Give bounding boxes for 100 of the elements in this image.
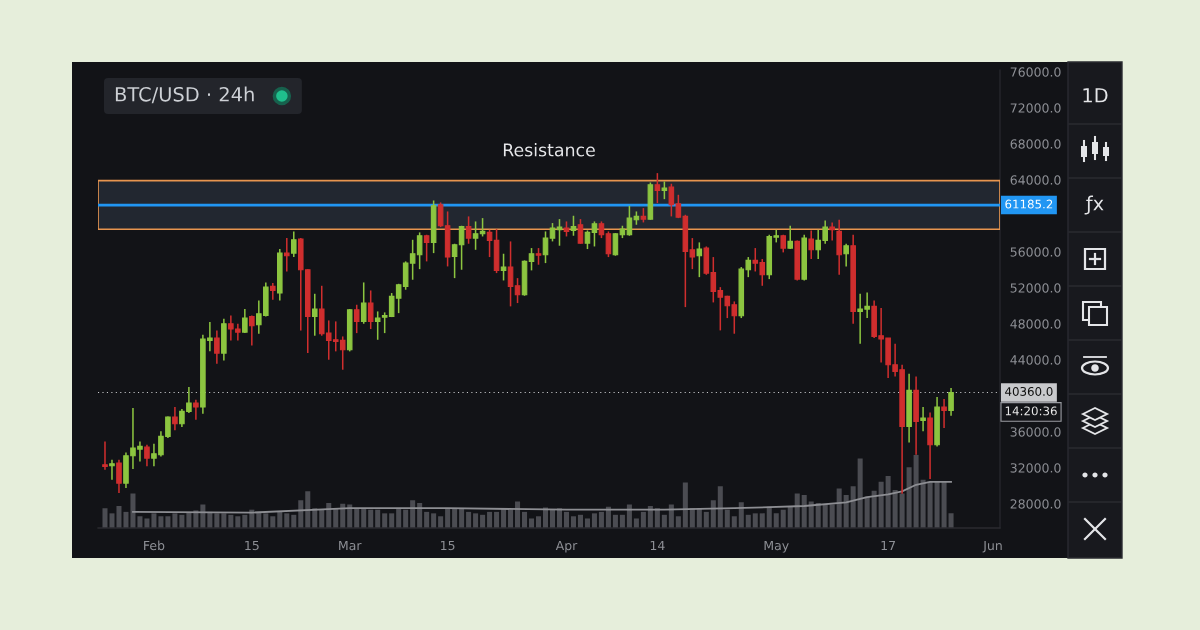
bar — [375, 509, 381, 528]
candlestick — [367, 289, 374, 330]
candlestick — [948, 387, 954, 417]
candlestick — [102, 440, 108, 471]
candlestick — [514, 277, 521, 304]
candlestick — [451, 242, 458, 279]
bar — [731, 516, 737, 528]
candlestick — [626, 205, 633, 237]
candlestick — [808, 229, 815, 260]
bar — [431, 513, 437, 528]
text: ƒx — [1084, 195, 1104, 215]
bar — [263, 513, 269, 528]
y-tick-label: 56000.0 — [1010, 247, 1061, 257]
candlestick — [941, 398, 947, 429]
candlestick — [612, 232, 619, 257]
bar — [822, 504, 828, 528]
bar — [682, 482, 688, 528]
bar — [857, 458, 863, 528]
bar — [438, 516, 444, 528]
y-tick-label: 44000.0 — [1010, 355, 1061, 365]
ref-line-label: 61185.2 — [1005, 199, 1053, 209]
candlestick — [556, 218, 563, 247]
text: 1D — [1083, 88, 1108, 103]
bar — [445, 508, 451, 528]
candlestick — [172, 406, 178, 432]
bar — [494, 511, 500, 528]
candlestick — [920, 406, 926, 433]
bar — [920, 479, 926, 528]
bar — [570, 516, 576, 528]
bar — [165, 516, 171, 528]
y-tick-label: 72000.0 — [1010, 103, 1061, 113]
text: BTC/USD · 24h — [115, 86, 254, 104]
candlestick — [214, 329, 220, 365]
bar — [270, 516, 276, 528]
candlestick — [584, 229, 591, 250]
bar — [480, 514, 486, 528]
bar — [871, 490, 877, 528]
y-tick-label: 28000.0 — [1010, 499, 1061, 509]
bar — [424, 511, 430, 528]
candlestick — [654, 172, 661, 204]
bar — [403, 509, 409, 528]
bar — [941, 481, 947, 528]
bar — [661, 514, 667, 528]
bar — [221, 513, 227, 528]
bar — [584, 518, 590, 528]
candlestick — [507, 240, 514, 308]
x-tick-label: 15 — [245, 540, 259, 551]
candlestick — [500, 252, 507, 282]
band-label: Resistance — [503, 143, 595, 157]
candlestick — [829, 221, 835, 242]
candlestick — [549, 222, 556, 243]
candlestick — [353, 303, 360, 334]
bar — [158, 516, 164, 528]
bar — [535, 516, 542, 528]
bar — [759, 513, 765, 528]
bar — [235, 516, 241, 528]
bar — [529, 518, 535, 528]
bar — [361, 508, 367, 528]
bar — [368, 509, 374, 528]
bar — [172, 513, 178, 528]
ref-line-label: 40360.0 — [1005, 386, 1053, 396]
y-tick-label: 36000.0 — [1010, 427, 1061, 437]
bar — [396, 508, 402, 528]
bar — [291, 514, 297, 528]
x-tick-label: May — [764, 540, 789, 553]
y-tick-label: 68000.0 — [1010, 139, 1061, 149]
candlestick — [472, 220, 479, 251]
candlestick — [116, 458, 122, 494]
bar — [829, 504, 835, 528]
candlestick — [542, 230, 549, 264]
bar — [487, 511, 493, 528]
bar — [382, 513, 388, 528]
candlestick — [283, 237, 290, 273]
candlestick — [696, 241, 703, 278]
x-tick-label: 15 — [441, 540, 455, 551]
bar — [549, 509, 556, 528]
bar — [591, 513, 597, 528]
bar — [277, 511, 283, 528]
candlestick — [360, 281, 367, 325]
y-tick-label: 32000.0 — [1010, 463, 1061, 473]
y-tick-label: 52000.0 — [1010, 283, 1061, 293]
candlestick — [843, 242, 849, 268]
bar — [144, 518, 150, 528]
bar — [137, 516, 143, 528]
candlestick — [109, 458, 115, 481]
bar — [913, 454, 919, 528]
bar — [934, 481, 940, 528]
bar — [892, 489, 898, 528]
bar — [927, 481, 933, 528]
bar — [703, 511, 709, 528]
y-tick-label: 76000.0 — [1010, 67, 1061, 77]
bar — [619, 514, 625, 528]
bar — [675, 516, 681, 528]
bar — [948, 513, 954, 528]
bar — [242, 514, 248, 528]
bar — [151, 513, 157, 528]
y-tick-label: 48000.0 — [1010, 319, 1061, 329]
candlestick — [570, 215, 577, 237]
bar — [298, 500, 304, 528]
bar — [214, 513, 220, 528]
